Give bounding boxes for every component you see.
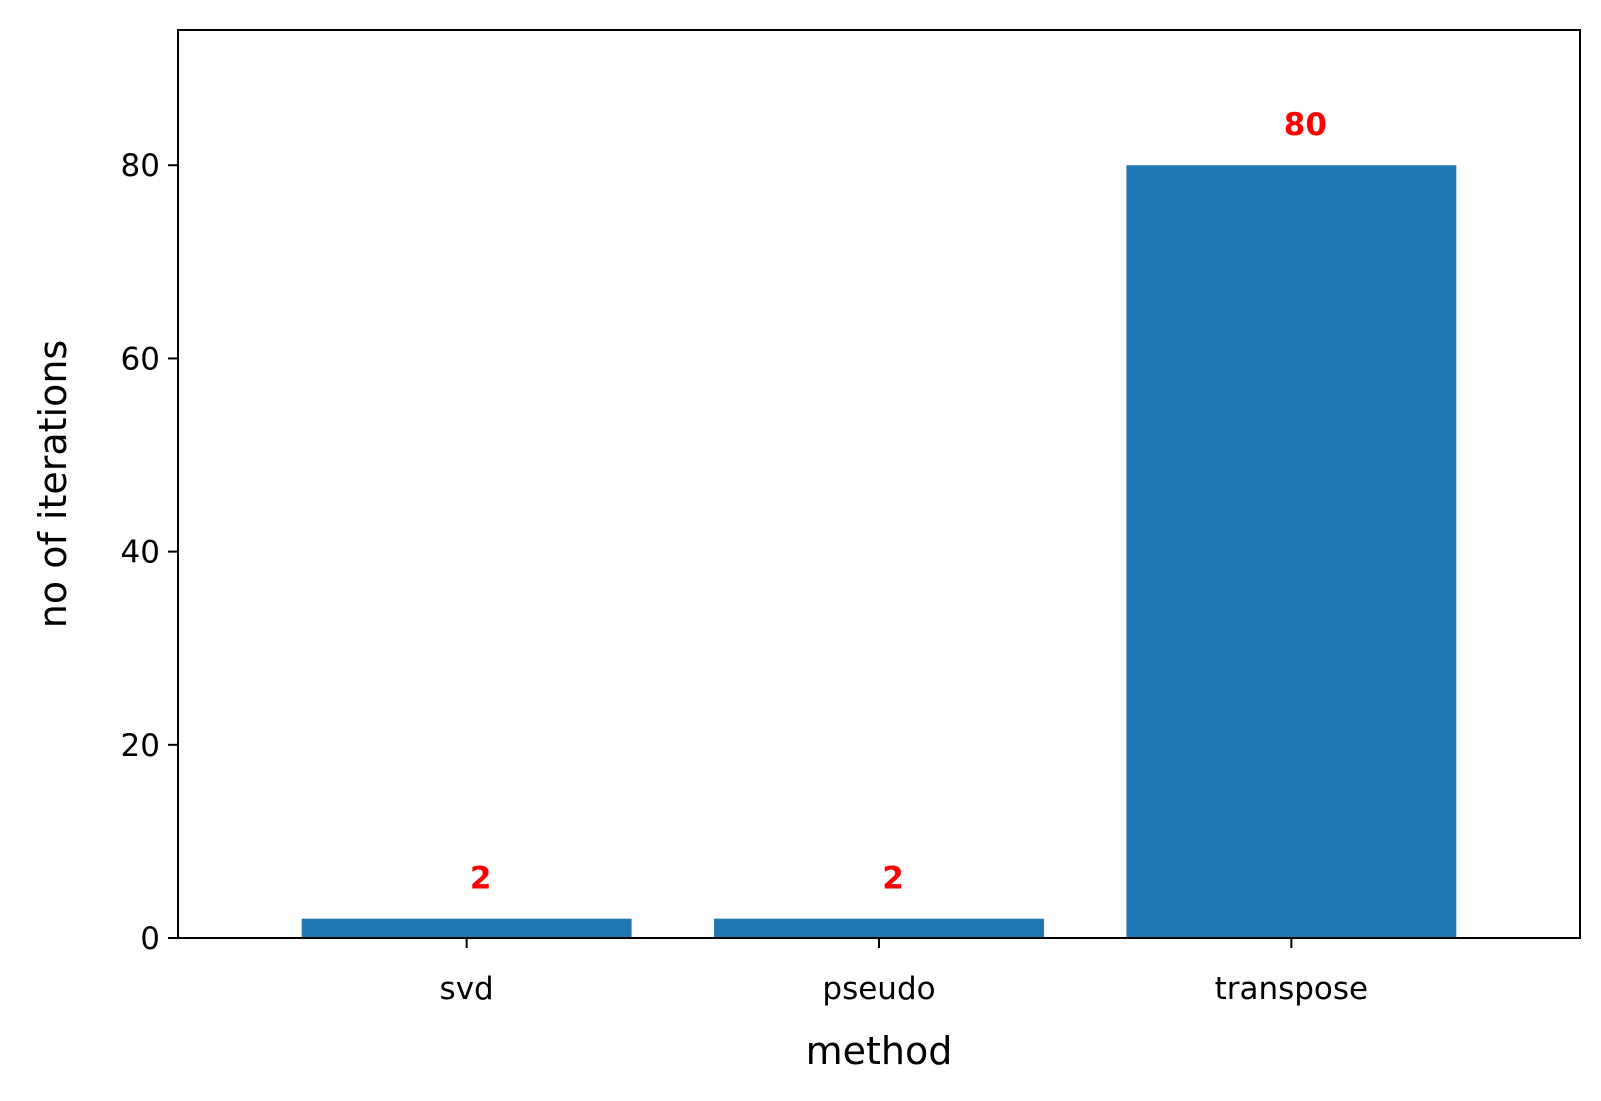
data-label-svd: 2 [470, 861, 492, 897]
data-label-transpose: 80 [1284, 107, 1327, 143]
data-labels-group: 2 2 80 [470, 107, 1327, 896]
y-axis-ticks: 0 20 40 60 80 [121, 148, 178, 957]
bar-pseudo [714, 918, 1044, 938]
y-axis-label: no of iterations [31, 340, 75, 628]
x-tick-label-svd: svd [440, 971, 494, 1007]
x-axis-label: method [806, 1029, 953, 1073]
y-tick-label-0: 0 [140, 921, 160, 957]
y-tick-label-60: 60 [121, 341, 160, 377]
bars-group [301, 165, 1457, 939]
data-label-pseudo: 2 [882, 861, 904, 897]
x-tick-label-transpose: transpose [1215, 971, 1369, 1007]
plot-frame [177, 29, 1581, 939]
bar-svd [301, 918, 632, 938]
y-tick-label-80: 80 [121, 148, 160, 184]
x-tick-label-pseudo: pseudo [822, 971, 935, 1007]
bar-transpose [1126, 165, 1457, 939]
y-tick-label-20: 20 [121, 728, 160, 764]
y-tick-label-40: 40 [121, 535, 160, 571]
x-axis-ticks: svd pseudo transpose [440, 938, 1369, 1007]
